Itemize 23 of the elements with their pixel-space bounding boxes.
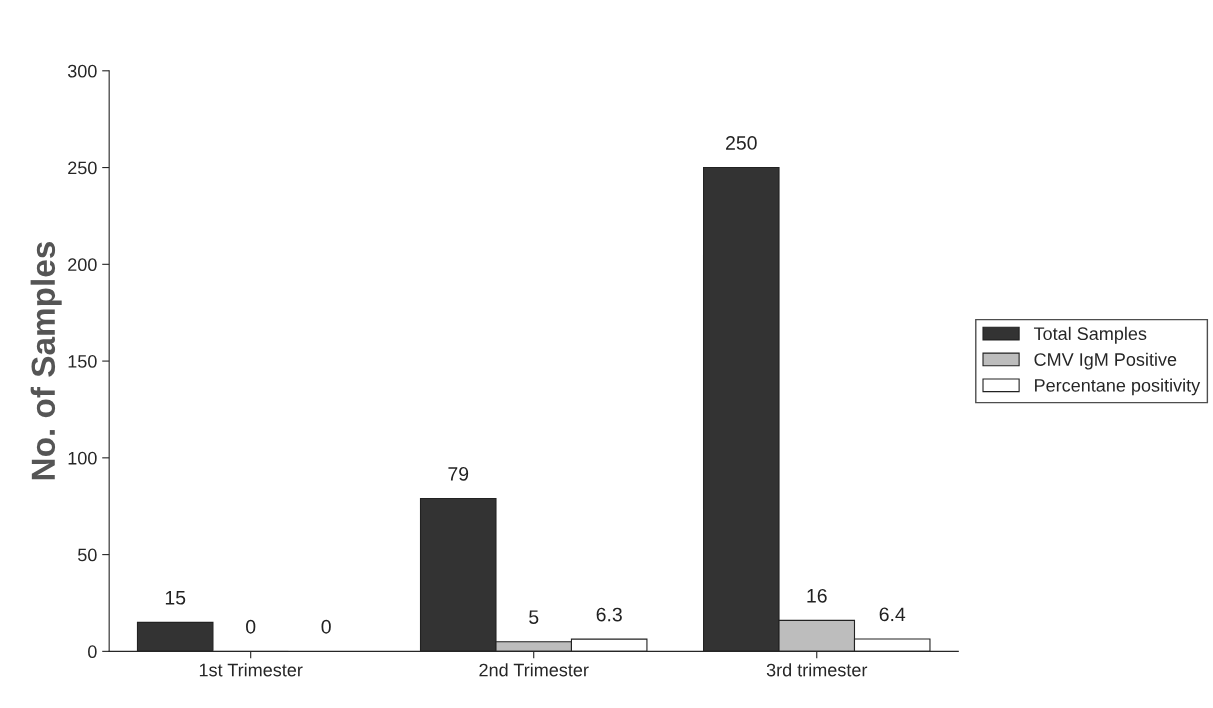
y-tick-label: 100 [68,451,97,465]
y-tick-label: 0 [88,645,97,659]
data-label: 16 [807,588,827,603]
legend-label: Total Samples [1033,326,1147,344]
y-tick-label: 50 [78,548,97,562]
legend-label: Percentane positivity [1035,378,1201,396]
x-tick-label: 1st Trimester [199,663,303,677]
data-label: 0 [246,619,256,634]
data-label: 250 [726,136,757,150]
y-tick-label: 200 [68,258,97,272]
data-label: 79 [448,466,469,481]
y-tick-label: 250 [68,161,97,175]
data-label: 6.3 [596,607,622,622]
y-tick-label: 300 [67,64,97,78]
data-label: 0 [321,619,331,634]
legend-label: CMV IgM Positive [1034,352,1177,370]
y-tick-label: 150 [68,355,97,368]
x-tick-label: 3rd trimester [766,663,868,677]
y-axis-title: No. of Samples [30,242,62,480]
data-label: 6.4 [879,607,906,622]
data-label: 5 [529,610,539,624]
x-tick-label: 2nd Trimester [479,663,589,677]
data-label: 15 [165,591,186,605]
